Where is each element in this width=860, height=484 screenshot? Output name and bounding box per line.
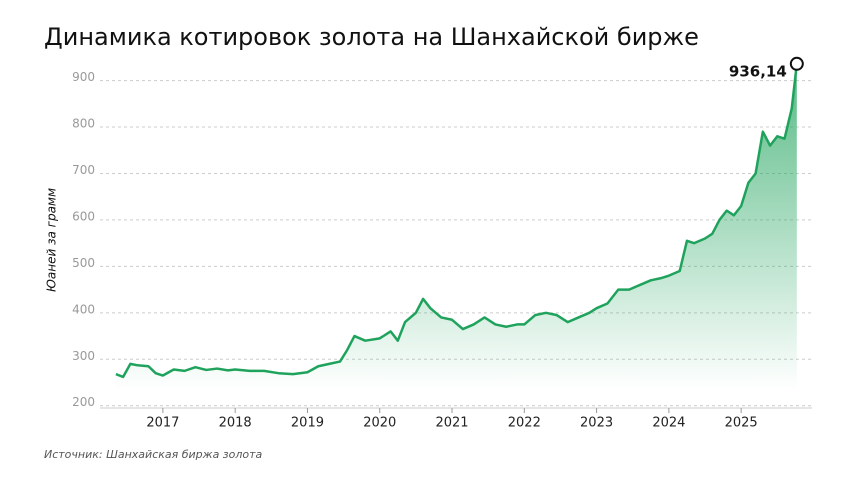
y-tick-label: 400 [72, 302, 95, 316]
y-tick-label: 700 [72, 163, 95, 177]
x-tick-label: 2024 [652, 416, 685, 431]
y-tick-label: 600 [72, 209, 95, 223]
end-marker [789, 56, 804, 71]
x-tick-label: 2018 [219, 416, 252, 431]
x-tick-label: 2020 [363, 416, 396, 431]
x-tick-label: 2025 [725, 416, 758, 431]
y-tick-label: 900 [72, 70, 95, 84]
y-tick-label: 200 [72, 395, 95, 409]
y-tick-label: 800 [72, 117, 95, 131]
area [115, 63, 797, 390]
x-tick-label: 2022 [508, 416, 541, 431]
x-tick-label: 2023 [580, 416, 613, 431]
y-tick-label: 300 [72, 349, 95, 363]
value-label: 936,14 [729, 62, 787, 80]
y-axis-label: Юаней за грамм [45, 188, 59, 292]
chart-title: Динамика котировок золота на Шанхайской … [44, 23, 699, 51]
y-tick-label: 500 [72, 256, 95, 270]
line [115, 63, 799, 379]
source: Источник: Шанхайская биржа золота [44, 448, 263, 461]
x-tick-label: 2021 [435, 416, 468, 431]
x-tick-label: 2017 [146, 416, 179, 431]
x-tick-label: 2019 [291, 416, 324, 431]
